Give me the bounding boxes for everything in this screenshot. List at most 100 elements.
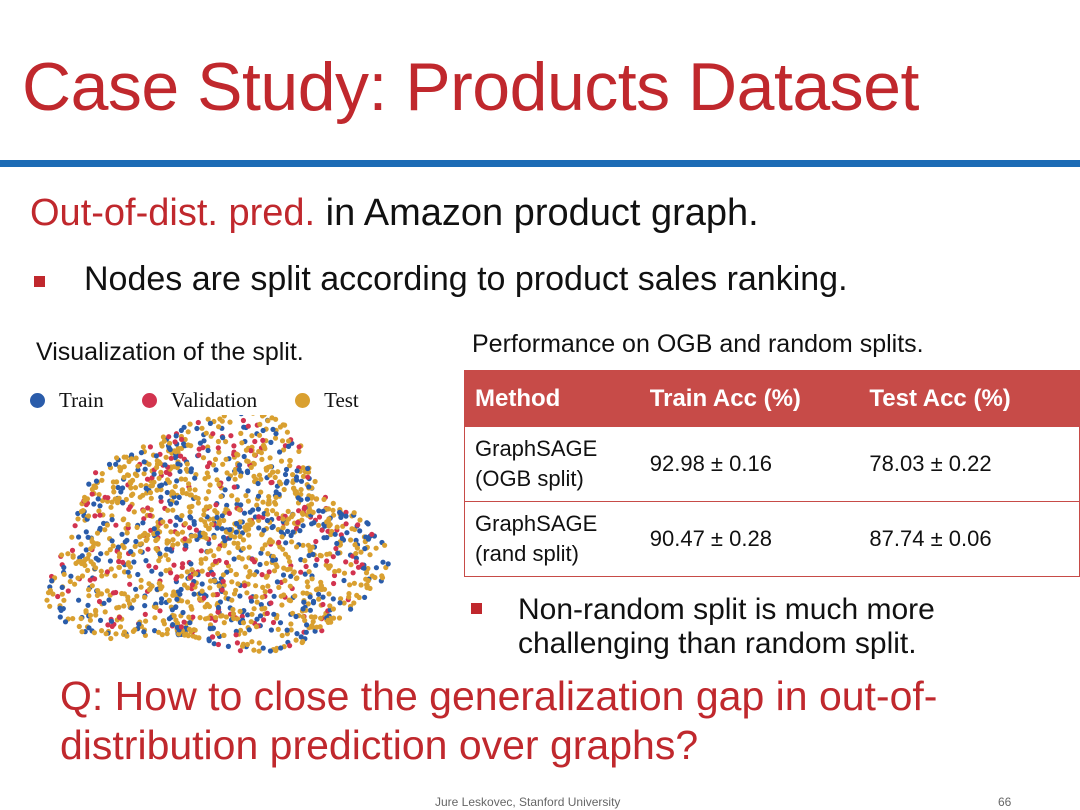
node-dot — [262, 542, 268, 548]
node-dot — [264, 517, 270, 524]
node-dot — [69, 534, 75, 540]
node-dot — [117, 468, 123, 474]
node-dot — [119, 590, 125, 597]
node-dot — [373, 565, 379, 571]
node-dot — [77, 558, 83, 564]
node-dot — [238, 502, 244, 508]
node-dot — [259, 456, 265, 462]
node-dot — [104, 588, 110, 594]
node-dot — [221, 415, 227, 419]
node-dot — [191, 627, 197, 633]
node-dot — [206, 638, 212, 644]
node-dot — [227, 419, 233, 425]
node-dot — [261, 527, 267, 533]
node-dot — [286, 443, 292, 449]
legend-label: Test — [324, 388, 359, 412]
node-dot — [106, 597, 112, 603]
node-dot — [106, 461, 113, 467]
node-dot — [156, 581, 163, 587]
node-dot — [274, 579, 280, 585]
node-dot — [256, 472, 263, 478]
node-dot — [182, 521, 188, 527]
node-dot — [348, 537, 354, 543]
node-dot — [316, 514, 323, 520]
node-dot — [310, 509, 316, 515]
node-dot — [59, 591, 65, 597]
node-dot — [331, 580, 337, 587]
node-dot — [298, 557, 304, 563]
cell: GraphSAGE (rand split) — [464, 501, 640, 577]
node-dot — [99, 477, 105, 483]
node-dot — [86, 587, 92, 593]
node-dot — [226, 476, 232, 482]
node-dot — [213, 502, 219, 508]
node-dot — [305, 542, 311, 548]
node-dot — [244, 590, 250, 596]
node-dot — [331, 615, 337, 621]
node-dot — [227, 527, 233, 533]
node-dot — [89, 583, 95, 589]
node-dot — [72, 523, 78, 529]
node-dot — [201, 438, 207, 444]
node-dot — [148, 483, 154, 489]
node-dot — [243, 447, 249, 453]
node-dot — [316, 522, 322, 528]
node-dot — [291, 569, 297, 575]
legend-item: Train — [30, 388, 104, 413]
node-dot — [85, 567, 91, 573]
node-dot — [80, 508, 86, 514]
node-dot — [331, 512, 337, 518]
node-dot — [121, 454, 127, 460]
node-dot — [287, 583, 293, 589]
node-dot — [292, 593, 298, 599]
node-dot — [355, 564, 362, 570]
node-dot — [379, 575, 386, 581]
node-dot — [210, 592, 216, 598]
node-dot — [161, 438, 167, 444]
node-dot — [138, 482, 144, 488]
node-dot — [211, 641, 217, 647]
node-dot — [163, 568, 169, 574]
node-dot — [214, 510, 220, 516]
node-dot — [167, 518, 173, 524]
node-dot — [172, 439, 178, 445]
node-dot — [146, 587, 152, 593]
node-dot — [47, 603, 53, 609]
node-dot — [93, 612, 99, 618]
node-dot — [305, 474, 311, 480]
node-dot — [154, 530, 161, 536]
split-visualization — [44, 415, 391, 654]
node-dot — [267, 588, 273, 594]
node-dot — [270, 523, 276, 530]
node-dot — [265, 418, 271, 424]
node-dot — [367, 585, 373, 591]
node-dot — [309, 623, 315, 629]
node-dot — [316, 596, 322, 602]
node-dot — [284, 627, 290, 633]
node-dot — [179, 487, 186, 493]
node-dot — [87, 612, 94, 618]
node-dot — [97, 503, 103, 509]
node-dot — [132, 543, 138, 549]
node-dot — [326, 523, 332, 529]
legend-swatch — [30, 393, 45, 408]
node-dot — [309, 576, 315, 582]
node-dot — [170, 537, 176, 543]
node-dot — [170, 542, 176, 548]
node-dot — [327, 603, 333, 609]
node-dot — [369, 531, 375, 537]
node-dot — [278, 458, 285, 464]
node-dot — [210, 431, 216, 437]
node-dot — [178, 573, 185, 579]
node-dot — [115, 484, 121, 491]
node-dot — [267, 648, 273, 654]
node-dot — [175, 541, 181, 547]
node-dot — [263, 560, 270, 566]
node-dot — [361, 565, 367, 571]
header-cell: Method — [464, 370, 640, 427]
node-dot — [325, 617, 331, 623]
node-dot — [135, 463, 141, 469]
node-dot — [293, 637, 299, 643]
node-dot — [191, 521, 197, 527]
node-dot — [141, 459, 147, 465]
